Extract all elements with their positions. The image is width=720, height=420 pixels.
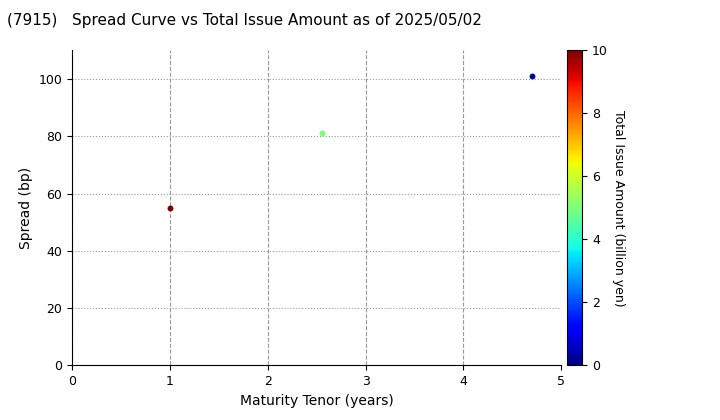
Point	[164, 205, 176, 211]
Text: (7915)   Spread Curve vs Total Issue Amount as of 2025/05/02: (7915) Spread Curve vs Total Issue Amoun…	[7, 13, 482, 28]
Y-axis label: Spread (bp): Spread (bp)	[19, 167, 33, 249]
Point	[316, 130, 328, 137]
Point	[526, 73, 538, 79]
X-axis label: Maturity Tenor (years): Maturity Tenor (years)	[240, 394, 394, 408]
Y-axis label: Total Issue Amount (billion yen): Total Issue Amount (billion yen)	[611, 110, 624, 306]
